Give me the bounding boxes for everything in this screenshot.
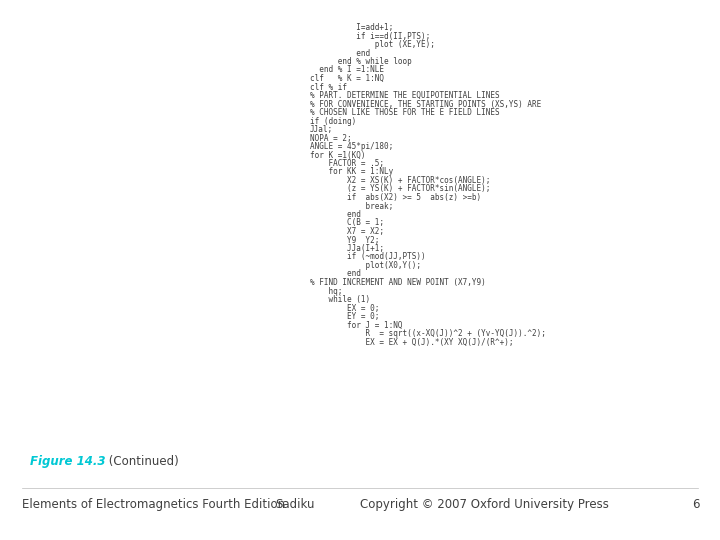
- Text: (z = YS(K) + FACTOR*sin(ANGLE);: (z = YS(K) + FACTOR*sin(ANGLE);: [310, 185, 490, 193]
- Text: (Continued): (Continued): [105, 455, 179, 468]
- Text: for K =1(KQ): for K =1(KQ): [310, 151, 366, 159]
- Text: if  abs(X2) >= 5  abs(z) >=b): if abs(X2) >= 5 abs(z) >=b): [310, 193, 481, 202]
- Text: if (doing): if (doing): [310, 117, 356, 125]
- Text: end: end: [310, 269, 361, 279]
- Text: for KK = 1:NLy: for KK = 1:NLy: [310, 167, 393, 177]
- Text: Figure 14.3: Figure 14.3: [30, 455, 106, 468]
- Text: plot(X0,Y();: plot(X0,Y();: [310, 261, 421, 270]
- Text: Y9  Y2;: Y9 Y2;: [310, 235, 379, 245]
- Text: clf   % K = 1:NQ: clf % K = 1:NQ: [310, 74, 384, 83]
- Text: C(B = 1;: C(B = 1;: [310, 219, 384, 227]
- Text: if (~mod(JJ,PTS)): if (~mod(JJ,PTS)): [310, 253, 426, 261]
- Text: JJal;: JJal;: [310, 125, 333, 134]
- Text: while (1): while (1): [310, 295, 370, 304]
- Text: for J = 1:NQ: for J = 1:NQ: [310, 321, 402, 329]
- Text: end: end: [310, 210, 361, 219]
- Text: if i==d(II,PTS);: if i==d(II,PTS);: [310, 31, 431, 40]
- Text: end: end: [310, 49, 370, 57]
- Text: end % while loop: end % while loop: [310, 57, 412, 66]
- Text: X7 = X2;: X7 = X2;: [310, 227, 384, 236]
- Text: clf % if: clf % if: [310, 83, 347, 91]
- Text: EY = 0;: EY = 0;: [310, 312, 379, 321]
- Text: JJa(I+1;: JJa(I+1;: [310, 244, 384, 253]
- Text: R  = sqrt((x-XQ(J))^2 + (Yv-YQ(J)).^2);: R = sqrt((x-XQ(J))^2 + (Yv-YQ(J)).^2);: [310, 329, 546, 338]
- Text: NOPA = 2;: NOPA = 2;: [310, 133, 351, 143]
- Text: I=add+1;: I=add+1;: [310, 23, 393, 32]
- Text: EX = 0;: EX = 0;: [310, 303, 379, 313]
- Text: X2 = XS(K) + FACTOR*cos(ANGLE);: X2 = XS(K) + FACTOR*cos(ANGLE);: [310, 176, 490, 185]
- Text: Sadiku: Sadiku: [275, 498, 315, 511]
- Text: plot (XE,YE);: plot (XE,YE);: [310, 40, 435, 49]
- Text: ANGLE = 45*pi/180;: ANGLE = 45*pi/180;: [310, 142, 393, 151]
- Text: % PART. DETERMINE THE EQUIPOTENTIAL LINES: % PART. DETERMINE THE EQUIPOTENTIAL LINE…: [310, 91, 500, 100]
- Text: 6: 6: [693, 498, 700, 511]
- Text: Copyright © 2007 Oxford University Press: Copyright © 2007 Oxford University Press: [360, 498, 609, 511]
- Text: FACTOR = .5;: FACTOR = .5;: [310, 159, 384, 168]
- Text: % FIND INCREMENT AND NEW POINT (X7,Y9): % FIND INCREMENT AND NEW POINT (X7,Y9): [310, 278, 486, 287]
- Text: EX = EX + Q(J).*(XY XQ(J)/(R^+);: EX = EX + Q(J).*(XY XQ(J)/(R^+);: [310, 338, 513, 347]
- Text: end % I =1:NLE: end % I =1:NLE: [310, 65, 384, 75]
- Text: % CHOSEN LIKE THOSE FOR THE E FIELD LINES: % CHOSEN LIKE THOSE FOR THE E FIELD LINE…: [310, 108, 500, 117]
- Text: Elements of Electromagnetics Fourth Edition: Elements of Electromagnetics Fourth Edit…: [22, 498, 285, 511]
- Text: % FOR CONVENIENCE, THE STARTING POINTS (XS,YS) ARE: % FOR CONVENIENCE, THE STARTING POINTS (…: [310, 99, 541, 109]
- Text: hq;: hq;: [310, 287, 343, 295]
- Text: break;: break;: [310, 201, 393, 211]
